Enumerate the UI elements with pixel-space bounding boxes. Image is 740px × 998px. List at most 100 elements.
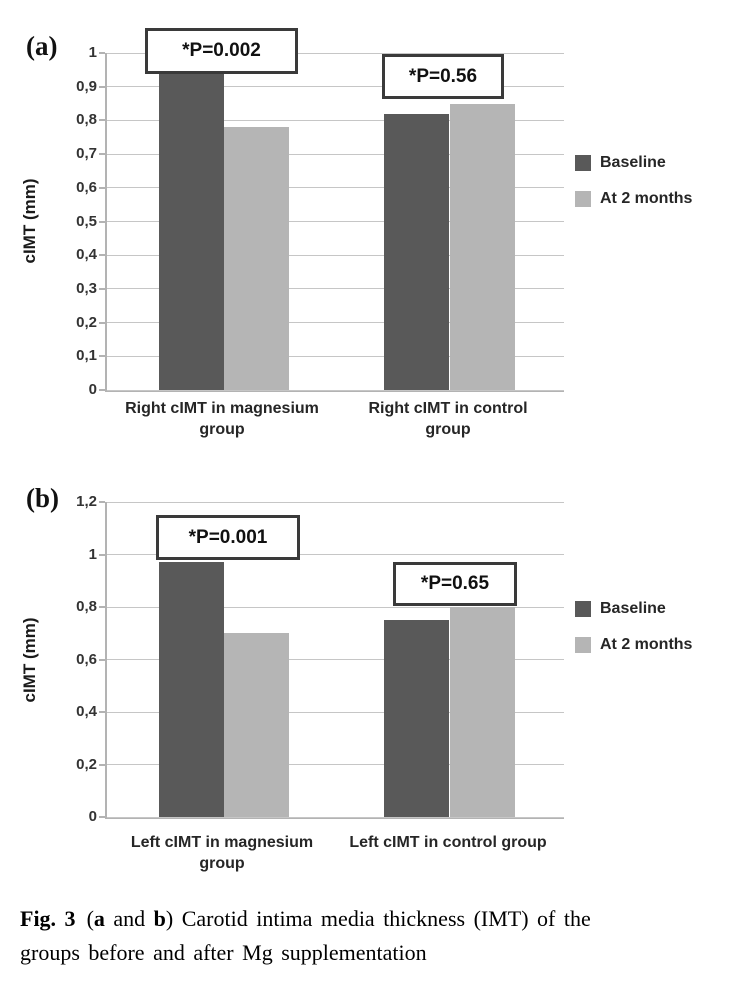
plot-area-a [105,52,564,392]
y-tick-label: 0,3 [76,279,97,297]
tick-mark [99,501,105,503]
tick-mark [99,553,105,556]
tick-mark [99,606,105,608]
legend-label-baseline: Baseline [600,600,666,617]
x-category-label-control: Left cIMT in control group [349,834,547,851]
y-tick-label: 1,2 [76,493,97,510]
tick-mark [99,220,105,223]
tick-mark [99,85,105,88]
baseline-swatch [575,154,591,171]
caption-line-1: Fig. 3 (a and b) Carotid intima media thi… [20,902,730,936]
panel-b-label: (b) [26,483,59,513]
gridline [107,711,564,713]
tick-mark [99,816,105,818]
y-tick-label: 0,7 [76,145,97,163]
panel-a-label: (a) [26,31,58,61]
pvalue-text: *P=0.56 [408,65,478,87]
gridline [107,119,564,121]
gridline [107,816,564,818]
gridline [107,52,564,54]
pvalue-text: *P=0.65 [420,573,490,594]
y-tick-label: 0 [88,381,97,398]
legend-label-at-2-months: At 2 months [600,636,693,653]
y-tick-label: 0,4 [76,703,97,720]
pvalue-box-a-magnesium: *P=0.002 [145,28,298,74]
tick-mark [99,763,105,766]
caption-line-2: groups before and after Mg supplementati… [20,940,427,965]
bar-a-group2-baseline [384,113,449,390]
tick-mark [99,287,105,290]
x-category-label-control: Right cIMT in control group [368,400,528,438]
bar-a-group1-at-2-months [224,127,289,390]
gridline [107,153,564,155]
y-tick-label: 0,8 [76,111,97,129]
gridline [107,501,564,503]
legend-label-at-2-months: At 2 months [600,190,693,207]
tick-mark [99,153,105,156]
at-2-months-swatch [575,190,591,207]
legend-item-baseline: Baseline [575,600,692,617]
pvalue-box-b-control: *P=0.65 [393,562,517,606]
y-tick-label: 0,2 [76,313,97,331]
caption-rest: ) Carotid intima media thickness (IMT) o… [165,906,591,931]
gridline [107,389,564,391]
pvalue-text: *P=0.001 [188,526,268,548]
tick-mark [99,355,105,358]
gridline [107,187,564,189]
gridline [107,322,564,324]
pvalue-box-a-control: *P=0.56 [382,54,504,99]
y-tick-label: 0,8 [76,598,97,615]
gridline [107,606,564,608]
figure-caption: Fig. 3 (a and b) Carotid intima media thi… [20,902,730,970]
bar-b-group2-at-2-months [450,607,515,817]
y-tick-label: 0,4 [76,246,97,264]
plot-area-b [105,501,564,819]
chart-panel-b: (b) cIMT (mm) *P=0.001 *P=0.65 Baseline … [0,460,740,890]
caption-bold-a: a [93,906,105,931]
pvalue-text: *P=0.002 [182,40,261,61]
bar-b-group2-baseline [384,620,449,817]
y-tick-label: 0,9 [76,77,97,95]
y-tick-label: 1 [88,44,97,61]
y-tick-label: 0 [88,808,97,825]
gridline [107,86,564,88]
caption-and: and [104,906,154,931]
tick-mark [99,119,105,122]
chart-panel-a: (a) cIMT (mm) *P=0.002 *P=0.56 Baseline … [0,0,740,460]
legend-item-at-2-months: At 2 months [575,190,692,207]
caption-bold-b: b [153,906,166,931]
tick-mark [99,321,105,324]
y-tick-label: 0,2 [76,755,97,773]
tick-mark [99,711,105,713]
gridline [107,254,564,256]
bar-b-group1-at-2-months [224,633,289,817]
y-tick-label: 0,6 [76,178,97,196]
x-category-label-magnesium: Left cIMT in magnesium group [130,834,314,872]
tick-mark [99,186,105,189]
gridline [107,659,564,660]
tick-mark [99,254,105,257]
y-tick-label: 1 [88,545,97,563]
at-2-months-swatch [575,636,591,653]
bar-b-group1-baseline [159,562,224,817]
y-tick-label: 0,5 [76,212,97,230]
y-tick-label: 0,6 [76,650,97,668]
legend-item-baseline: Baseline [575,154,692,171]
legend-a: Baseline At 2 months [575,154,692,226]
y-tick-label: 0,1 [76,347,97,365]
gridline [107,288,564,290]
pvalue-box-b-magnesium: *P=0.001 [156,515,300,560]
gridline [107,554,564,555]
x-category-label-magnesium: Right cIMT in magnesium group [125,400,319,438]
tick-mark [99,658,105,661]
gridline [107,355,564,357]
bar-a-group2-at-2-months [450,103,515,390]
y-axis-title-a: cIMT (mm) [20,178,39,264]
baseline-swatch [575,600,591,617]
gridline [107,221,564,222]
y-axis-title-b: cIMT (mm) [20,617,39,703]
legend-label-baseline: Baseline [600,154,666,171]
tick-mark [99,389,105,391]
caption-open-paren: ( [86,906,94,931]
tick-mark [99,52,105,54]
